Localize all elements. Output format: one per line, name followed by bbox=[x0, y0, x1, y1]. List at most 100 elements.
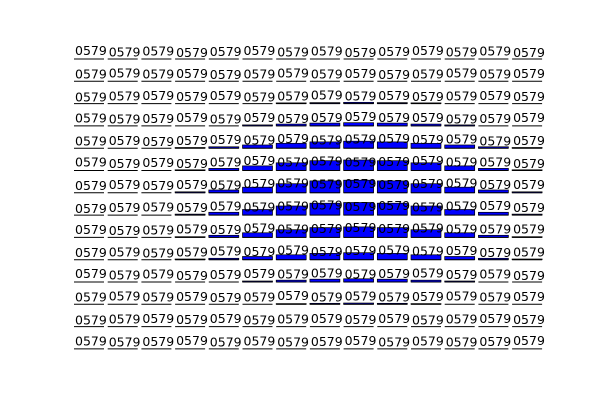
cell-label: 0579 bbox=[75, 222, 107, 237]
grid-cell: 0579 bbox=[74, 111, 107, 127]
grid-cell: 0579 bbox=[410, 289, 444, 305]
cell-label: 0579 bbox=[378, 88, 410, 103]
grid-cell: 0579 bbox=[444, 66, 478, 82]
cell-label: 0579 bbox=[176, 221, 208, 236]
grid-cell: 0579 bbox=[275, 154, 309, 171]
grid-cell: 0579 bbox=[208, 290, 242, 305]
cell-label: 0579 bbox=[244, 132, 276, 147]
cell-label: 0579 bbox=[412, 244, 444, 259]
cell-label: 0579 bbox=[109, 312, 141, 327]
grid-cell: 0579 bbox=[343, 109, 376, 127]
grid-cell: 0579 bbox=[376, 177, 410, 194]
cell-label: 0579 bbox=[277, 199, 309, 214]
grid-cell: 0579 bbox=[74, 89, 107, 104]
cell-label: 0579 bbox=[446, 243, 478, 258]
cell-label: 0579 bbox=[244, 244, 276, 259]
grid-cell: 0579 bbox=[107, 200, 141, 216]
grid-cell: 0579 bbox=[410, 244, 444, 261]
cell-label: 0579 bbox=[210, 267, 242, 282]
cell-label: 0579 bbox=[446, 222, 478, 237]
grid-cell: 0579 bbox=[208, 222, 242, 238]
cell-label: 0579 bbox=[244, 43, 276, 58]
cell-label: 0579 bbox=[176, 268, 208, 283]
grid-cell: 0579 bbox=[376, 154, 410, 171]
cell-label: 0579 bbox=[345, 220, 377, 235]
grid-cell: 0579 bbox=[343, 176, 376, 194]
grid-cell: 0579 bbox=[512, 110, 545, 127]
grid-cell: 0579 bbox=[511, 221, 545, 238]
cell-label: 0579 bbox=[345, 199, 377, 214]
grid-cell: 0579 bbox=[107, 177, 141, 194]
grid-cell: 0579 bbox=[444, 243, 478, 261]
grid-cell: 0579 bbox=[141, 311, 174, 328]
grid-cell: 0579 bbox=[242, 244, 276, 261]
grid-cell: 0579 bbox=[309, 154, 343, 171]
grid-cell: 0579 bbox=[478, 133, 511, 149]
grid-cell: 0579 bbox=[511, 200, 545, 216]
grid-cell: 0579 bbox=[208, 155, 242, 171]
grid-cell: 0579 bbox=[343, 243, 376, 261]
cell-label: 0579 bbox=[277, 222, 309, 237]
grid-cell: 0579 bbox=[141, 246, 174, 261]
grid-cell: 0579 bbox=[478, 290, 511, 305]
grid-cell: 0579 bbox=[343, 312, 376, 328]
grid-cell: 0579 bbox=[478, 177, 511, 194]
cell-label: 0579 bbox=[176, 156, 208, 171]
cell-label: 0579 bbox=[75, 201, 107, 216]
grid-cell: 0579 bbox=[242, 66, 275, 82]
grid-cell: 0579 bbox=[343, 267, 376, 283]
grid-cell: 0579 bbox=[309, 44, 343, 60]
cell-label: 0579 bbox=[277, 288, 309, 303]
cell-label: 0579 bbox=[311, 198, 343, 213]
cell-label: 0579 bbox=[109, 112, 141, 127]
cell-label: 0579 bbox=[75, 111, 107, 126]
grid-cell: 0579 bbox=[376, 88, 410, 105]
cell-label: 0579 bbox=[176, 177, 208, 192]
grid-cell: 0579 bbox=[478, 154, 511, 171]
cell-label: 0579 bbox=[479, 111, 511, 126]
cell-label: 0579 bbox=[277, 131, 309, 146]
cell-label: 0579 bbox=[446, 132, 478, 147]
grid-cell: 0579 bbox=[175, 333, 208, 350]
grid-cell: 0579 bbox=[478, 67, 511, 82]
grid-cell: 0579 bbox=[107, 66, 141, 82]
cell-label: 0579 bbox=[513, 110, 545, 125]
cell-label: 0579 bbox=[513, 89, 545, 104]
grid-cell: 0579 bbox=[411, 334, 444, 350]
cell-label: 0579 bbox=[378, 221, 410, 236]
cell-label: 0579 bbox=[479, 88, 511, 103]
cell-label: 0579 bbox=[176, 244, 208, 259]
grid-cell: 0579 bbox=[242, 43, 276, 60]
cell-label: 0579 bbox=[277, 154, 309, 169]
grid-cell: 0579 bbox=[141, 44, 174, 60]
grid-cell: 0579 bbox=[512, 289, 545, 305]
cell-label: 0579 bbox=[345, 155, 377, 170]
cell-label: 0579 bbox=[244, 312, 276, 327]
grid-cell: 0579 bbox=[275, 88, 309, 105]
grid-cell: 0579 bbox=[444, 154, 478, 171]
grid-cell: 0579 bbox=[208, 334, 242, 350]
grid-cell: 0579 bbox=[309, 221, 343, 238]
cell-label: 0579 bbox=[277, 111, 309, 126]
grid-cell: 0579 bbox=[309, 87, 343, 105]
grid-cell: 0579 bbox=[208, 199, 242, 216]
grid-cell: 0579 bbox=[276, 44, 309, 60]
cell-label: 0579 bbox=[277, 44, 309, 59]
grid-cell: 0579 bbox=[275, 243, 309, 261]
grid-cell: 0579 bbox=[175, 45, 208, 60]
cell-label: 0579 bbox=[311, 311, 343, 326]
grid-cell: 0579 bbox=[377, 44, 410, 60]
cell-label: 0579 bbox=[311, 289, 343, 304]
cell-label: 0579 bbox=[412, 66, 444, 81]
cell-label: 0579 bbox=[479, 198, 511, 213]
cell-label: 0579 bbox=[210, 67, 242, 82]
grid-cell: 0579 bbox=[107, 223, 141, 238]
cell-label: 0579 bbox=[412, 265, 444, 280]
grid-cell: 0579 bbox=[343, 288, 376, 305]
grid-cell: 0579 bbox=[376, 242, 410, 261]
grid-cell: 0579 bbox=[309, 198, 343, 216]
cell-label: 0579 bbox=[479, 133, 511, 148]
cell-label: 0579 bbox=[75, 334, 107, 349]
cell-label: 0579 bbox=[345, 132, 377, 147]
grid-cell: 0579 bbox=[242, 289, 275, 305]
